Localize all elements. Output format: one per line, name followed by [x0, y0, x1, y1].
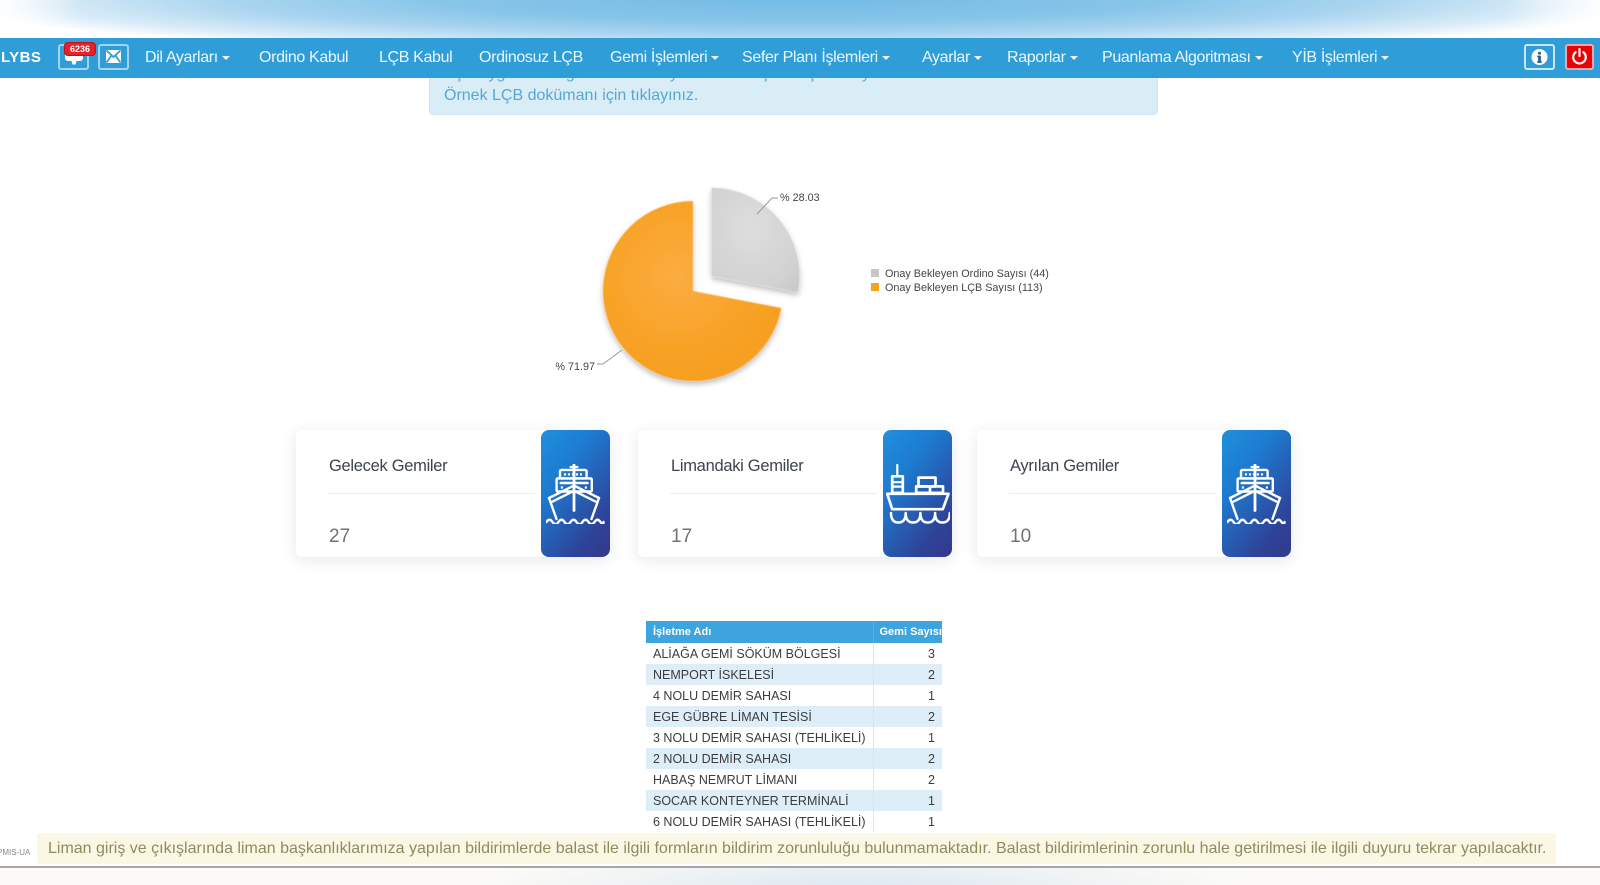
svg-text:% 28.03: % 28.03 — [780, 192, 820, 204]
svg-text:% 71.97: % 71.97 — [555, 361, 595, 373]
